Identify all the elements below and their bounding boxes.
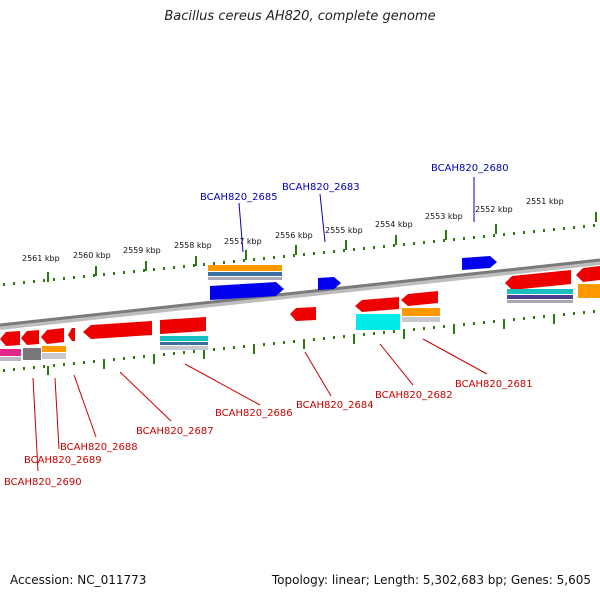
- gene-feature-grey: [0, 357, 21, 361]
- gene-feature-grey: [42, 353, 66, 359]
- kbp-label: 2555 kbp: [325, 226, 363, 235]
- gene-feature-purple: [507, 295, 573, 299]
- gene-arrow-red[interactable]: [41, 328, 64, 344]
- kbp-label: 2553 kbp: [425, 212, 463, 221]
- reverse-feature-stack[interactable]: [0, 346, 66, 361]
- gene-feature-orange: [42, 346, 66, 352]
- forward-gene-label[interactable]: BCAH820_2683: [282, 182, 360, 193]
- gene-feature-grey: [402, 317, 440, 322]
- gene-feature-cyan: [160, 336, 208, 341]
- forward-scale-major-ticks: [47, 212, 597, 282]
- kbp-label: 2552 kbp: [475, 205, 513, 214]
- gene-arrow-red: [576, 266, 600, 282]
- kbp-label: 2558 kbp: [174, 241, 212, 250]
- gene-arrow-red[interactable]: [290, 307, 316, 321]
- reverse-gene-label[interactable]: BCAH820_2687: [136, 426, 214, 437]
- forward-gene-block[interactable]: [505, 266, 600, 303]
- gene-arrow-red[interactable]: [0, 331, 20, 346]
- kbp-label: 2561 kbp: [22, 254, 60, 263]
- gene-feature-orange: [578, 284, 600, 298]
- reverse-gene-label[interactable]: BCAH820_2681: [455, 379, 533, 390]
- gene-feature-darkgrey: [23, 348, 41, 360]
- gene-arrow-red: [505, 270, 571, 290]
- gene-arrow-red[interactable]: [160, 317, 206, 334]
- gene-arrow-red[interactable]: [21, 330, 39, 345]
- gene-feature-grey: [160, 346, 208, 350]
- gene-feature-steel: [208, 272, 282, 276]
- gene-arrow-blue[interactable]: [318, 277, 341, 290]
- gene-feature-cyan: [356, 314, 400, 330]
- reverse-scale-major-ticks: [47, 315, 555, 375]
- genome-backbone-shadow: [0, 259, 600, 330]
- gene-feature-grey: [507, 300, 573, 303]
- forward-gene-label[interactable]: BCAH820_2680: [431, 163, 509, 174]
- kbp-label: 2551 kbp: [526, 197, 564, 206]
- kbp-label: 2554 kbp: [375, 220, 413, 229]
- reverse-feature-stack[interactable]: [160, 336, 208, 350]
- forward-gene-block[interactable]: [208, 265, 284, 300]
- forward-gene-label[interactable]: BCAH820_2685: [200, 192, 278, 203]
- gene-arrow-red[interactable]: [68, 328, 75, 341]
- gene-feature-steel: [160, 342, 208, 345]
- gene-arrow-blue[interactable]: [462, 256, 497, 270]
- gene-arrow-red[interactable]: [355, 297, 399, 312]
- reverse-gene-label[interactable]: BCAH820_2690: [4, 477, 82, 488]
- reverse-gene-label[interactable]: BCAH820_2688: [60, 442, 138, 453]
- kbp-label: 2559 kbp: [123, 246, 161, 255]
- accession-label: Accession: NC_011773: [10, 573, 147, 587]
- forward-scale-ticks: [3, 224, 595, 286]
- reverse-gene-label[interactable]: BCAH820_2684: [296, 400, 374, 411]
- gene-feature-grey: [208, 277, 282, 280]
- gene-arrow-red[interactable]: [83, 321, 152, 339]
- gene-feature-orange: [208, 265, 282, 271]
- gene-feature-magenta: [0, 349, 21, 356]
- map-title: Bacillus cereus AH820, complete genome: [164, 9, 436, 24]
- topology-label: Topology: linear; Length: 5,302,683 bp; …: [271, 573, 591, 587]
- reverse-gene-label[interactable]: BCAH820_2686: [215, 408, 293, 419]
- callout-line: [238, 177, 475, 253]
- gene-feature-orange: [402, 308, 440, 316]
- reverse-gene-label[interactable]: BCAH820_2682: [375, 390, 453, 401]
- gene-feature-cyan: [507, 289, 573, 294]
- gene-arrow-red[interactable]: [401, 291, 438, 306]
- kbp-label: 2557 kbp: [224, 237, 262, 246]
- genome-backbone: [0, 258, 600, 327]
- callout-line: [32, 338, 488, 472]
- reverse-feature-stack[interactable]: [356, 308, 440, 330]
- kbp-label: 2556 kbp: [275, 231, 313, 240]
- gene-arrow-blue: [210, 282, 284, 300]
- reverse-gene-label[interactable]: BCAH820_2689: [24, 455, 102, 466]
- kbp-label: 2560 kbp: [73, 251, 111, 260]
